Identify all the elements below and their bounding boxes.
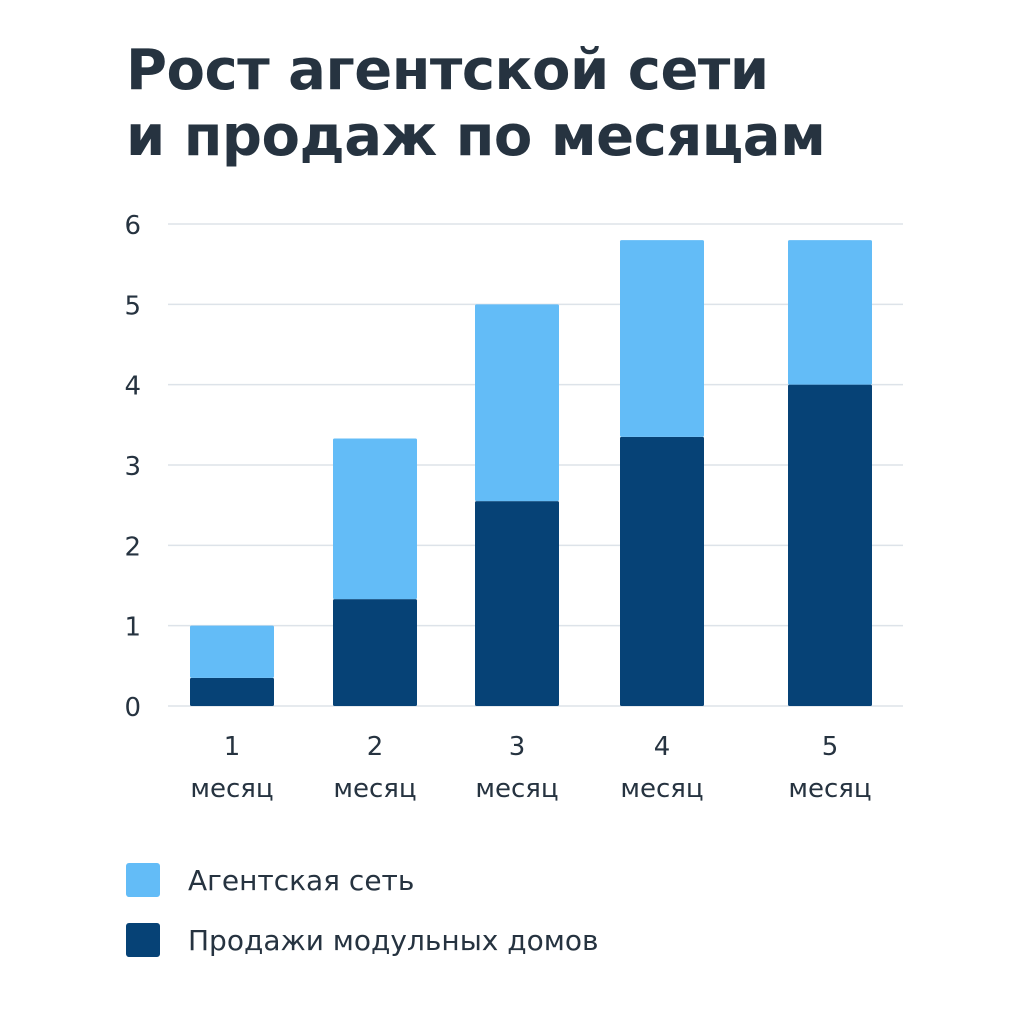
x-tick-label: месяц [475,774,558,804]
x-tick-label: месяц [788,774,871,804]
bar-segment [190,625,274,678]
y-tick-label: 2 [124,532,141,562]
y-tick-label: 1 [124,613,141,643]
bar-segment [333,599,417,706]
bars [190,240,872,706]
legend-item: Продажи модульных домов [126,922,599,958]
y-tick-label: 0 [124,693,141,723]
x-tick-label: месяц [333,774,416,804]
bar-segment [788,384,872,706]
y-tick-label: 4 [124,372,141,402]
y-tick-label: 5 [124,291,141,321]
x-tick-label: месяц [190,774,273,804]
bar-segment [333,438,417,600]
bar-segment [788,240,872,385]
x-tick-label: 1 [224,732,241,762]
bar-segment [475,501,559,706]
bar-segment [190,677,274,706]
y-axis-ticks: 0 1 2 3 4 5 6 [124,211,141,723]
x-axis-ticks: 1 месяц 2 месяц 3 месяц 4 месяц 5 месяц [190,732,871,804]
legend-item: Агентская сеть [126,862,599,898]
chart-title-line-2: и продаж по месяцам [126,104,826,169]
legend-swatch [126,863,160,897]
x-tick-label: 5 [822,732,839,762]
legend-swatch [126,923,160,957]
x-tick-label: месяц [620,774,703,804]
bar-segment [620,436,704,706]
x-tick-label: 2 [367,732,384,762]
y-tick-label: 6 [124,211,141,241]
legend-label: Агентская сеть [188,863,415,897]
x-tick-label: 4 [654,732,671,762]
chart-title: Рост агентской сети и продаж по месяцам [126,38,826,170]
bar-segment [620,240,704,437]
legend: Агентская сеть Продажи модульных домов [126,862,599,982]
x-tick-label: 3 [509,732,526,762]
chart-title-line-1: Рост агентской сети [126,38,769,103]
y-tick-label: 3 [124,452,141,482]
bar-segment [475,304,559,502]
legend-label: Продажи модульных домов [188,923,599,957]
